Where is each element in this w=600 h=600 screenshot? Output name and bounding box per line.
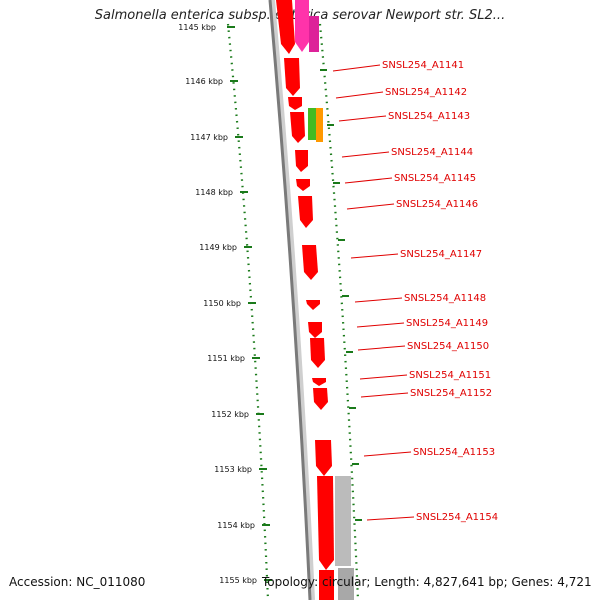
leader-line [346,203,395,210]
gene-label: SNSL254_A1147 [400,249,482,260]
leader-line [341,151,390,158]
pink-feature [295,0,309,42]
leader-line [354,297,403,303]
gene-label: SNSL254_A1149 [406,318,488,329]
leader-line [366,516,415,521]
leader-line [357,345,406,351]
gene-arrow-1145 [296,179,310,191]
leader-line [332,64,381,72]
gene-label: SNSL254_A1146 [396,199,478,210]
gene-label: SNSL254_A1150 [407,341,489,352]
leader-line [338,115,387,122]
gene-label: SNSL254_A1154 [416,512,498,523]
gene-bar-bottom [319,570,334,600]
right-ruler-track [318,23,360,600]
gene-label: SNSL254_A1141 [382,60,464,71]
gene-labels: SNSL254_A1141 SNSL254_A1142 SNSL254_A114… [382,60,498,523]
gene-arrow-1152 [313,388,328,410]
ruler-label: 1145 kbp [178,23,216,32]
leader-line [344,177,393,184]
leader-line [356,322,405,328]
gene-arrow-1154 [317,476,334,570]
gene-arrow-1142 [288,97,302,110]
gene-label: SNSL254_A1144 [391,147,473,158]
leader-line [360,392,409,398]
gene-arrow-1146 [298,196,313,228]
gene-label: SNSL254_A1142 [385,87,467,98]
gene-label: SNSL254_A1152 [410,388,492,399]
left-ruler-track [226,23,270,600]
ruler-label: 1154 kbp [217,521,255,530]
ruler-label: 1147 kbp [190,133,228,142]
gene-label: SNSL254_A1153 [413,447,495,458]
accession-text: Accession: NC_011080 [9,575,146,589]
gene-arrow-1149 [308,322,322,338]
ruler-ticks [227,26,272,581]
gene-arrow-top-1 [276,0,295,54]
gene-arrow-1151 [312,378,326,386]
ruler-label: 1150 kbp [203,299,241,308]
orange-feature [316,108,323,142]
grey-feature-lower [338,568,354,600]
leader-line [335,91,384,99]
magenta-feature [309,16,319,52]
gene-arrow-1144 [295,150,308,172]
gene-arrow-1153 [315,440,332,476]
gene-arrow-1148 [306,300,320,310]
gene-label: SNSL254_A1143 [388,111,470,122]
ruler-label: 1151 kbp [207,354,245,363]
ruler-label: 1155 kbp [219,576,257,585]
gene-leader-lines [332,64,415,521]
topology-info: Topology: circular; Length: 4,827,641 bp… [262,575,592,589]
backbone-line [268,0,312,600]
ruler-labels: 1145 kbp 1146 kbp 1147 kbp 1148 kbp 1149… [178,23,257,585]
pink-feature-tip [295,42,309,52]
gene-arrow-1143 [290,112,305,143]
ruler-label: 1146 kbp [185,77,223,86]
gene-label: SNSL254_A1151 [409,370,491,381]
gene-arrow-1147 [302,245,318,280]
gene-label: SNSL254_A1145 [394,173,476,184]
leader-line [363,451,412,457]
gene-label: SNSL254_A1148 [404,293,486,304]
ruler-label: 1149 kbp [199,243,237,252]
gene-arrow-1141 [284,58,300,96]
backbone-shadow [269,0,315,600]
gene-arrow-1150 [310,338,325,368]
green-feature [308,108,317,140]
right-track-ticks [320,69,362,521]
ruler-label: 1153 kbp [214,465,252,474]
leader-line [350,253,399,259]
grey-feature [335,476,351,566]
ruler-label: 1152 kbp [211,410,249,419]
ruler-label: 1148 kbp [195,188,233,197]
leader-line [359,374,408,380]
